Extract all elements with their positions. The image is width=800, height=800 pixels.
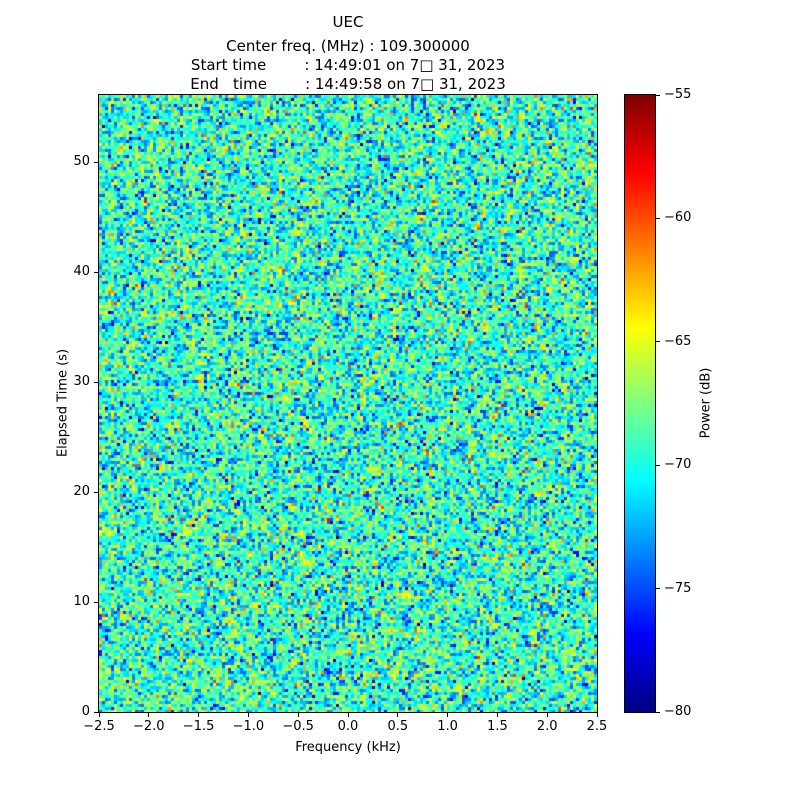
- chart-title: UEC: [332, 13, 364, 31]
- x-tick: [98, 713, 100, 717]
- x-tick: [596, 713, 598, 717]
- x-tick-label: 2.0: [536, 719, 558, 734]
- end-time-line: End time : 14:49:58 on 7□ 31, 2023: [190, 75, 506, 93]
- chart-subtitle: Center freq. (MHz) : 109.300000 Start ti…: [99, 37, 597, 94]
- y-tick: [94, 161, 98, 163]
- x-tick: [447, 713, 449, 717]
- colorbar-tick: [656, 711, 660, 713]
- x-tick: [297, 713, 299, 717]
- x-tick-label: −1.5: [182, 719, 215, 734]
- y-tick-label: 0: [81, 704, 90, 719]
- colorbar-gradient: [625, 95, 655, 712]
- colorbar-label: Power (dB): [698, 367, 714, 439]
- colorbar-tick-label: −65: [664, 333, 692, 349]
- x-tick-label: 1.5: [487, 719, 508, 734]
- colorbar-tick-label: −60: [664, 210, 692, 226]
- y-tick-label: 10: [73, 594, 90, 610]
- y-tick-label: 30: [73, 374, 90, 390]
- colorbar-tick-label: −80: [664, 704, 692, 719]
- colorbar: [624, 94, 656, 713]
- colorbar-tick-label: −55: [664, 87, 692, 102]
- x-axis-label: Frequency (kHz): [295, 740, 401, 755]
- plot-area: [98, 94, 598, 713]
- y-tick-label: 20: [73, 484, 90, 500]
- x-tick-label: 0.5: [387, 719, 409, 734]
- x-tick-label: 1.0: [437, 719, 458, 734]
- x-tick: [198, 713, 200, 717]
- colorbar-tick: [656, 588, 660, 590]
- y-tick: [94, 271, 98, 273]
- x-tick-label: −2.0: [133, 719, 165, 734]
- y-tick: [94, 601, 98, 603]
- x-tick-label: −1.0: [232, 719, 265, 734]
- x-tick-label: 0.0: [337, 719, 359, 734]
- y-tick: [94, 711, 98, 713]
- y-tick: [94, 491, 98, 493]
- colorbar-tick: [656, 94, 660, 96]
- y-axis-label: Elapsed Time (s): [55, 348, 71, 458]
- y-tick: [94, 381, 98, 383]
- x-tick: [397, 713, 399, 717]
- y-tick-label: 40: [73, 264, 90, 280]
- spectrogram-heatmap: [99, 95, 597, 712]
- x-tick: [347, 713, 349, 717]
- x-tick: [496, 713, 498, 717]
- center-freq-line: Center freq. (MHz) : 109.300000: [226, 37, 470, 55]
- colorbar-tick-label: −70: [664, 457, 692, 473]
- x-tick-label: −2.5: [83, 719, 115, 734]
- colorbar-tick: [656, 217, 660, 219]
- x-tick: [546, 713, 548, 717]
- x-tick: [148, 713, 150, 717]
- x-tick-label: 2.5: [586, 719, 608, 734]
- x-tick: [247, 713, 249, 717]
- start-time-line: Start time : 14:49:01 on 7□ 31, 2023: [190, 56, 506, 74]
- colorbar-tick: [656, 341, 660, 343]
- x-tick-label: −0.5: [282, 719, 314, 734]
- y-tick-label: 50: [73, 154, 90, 170]
- colorbar-tick-label: −75: [664, 580, 692, 596]
- colorbar-tick: [656, 464, 660, 466]
